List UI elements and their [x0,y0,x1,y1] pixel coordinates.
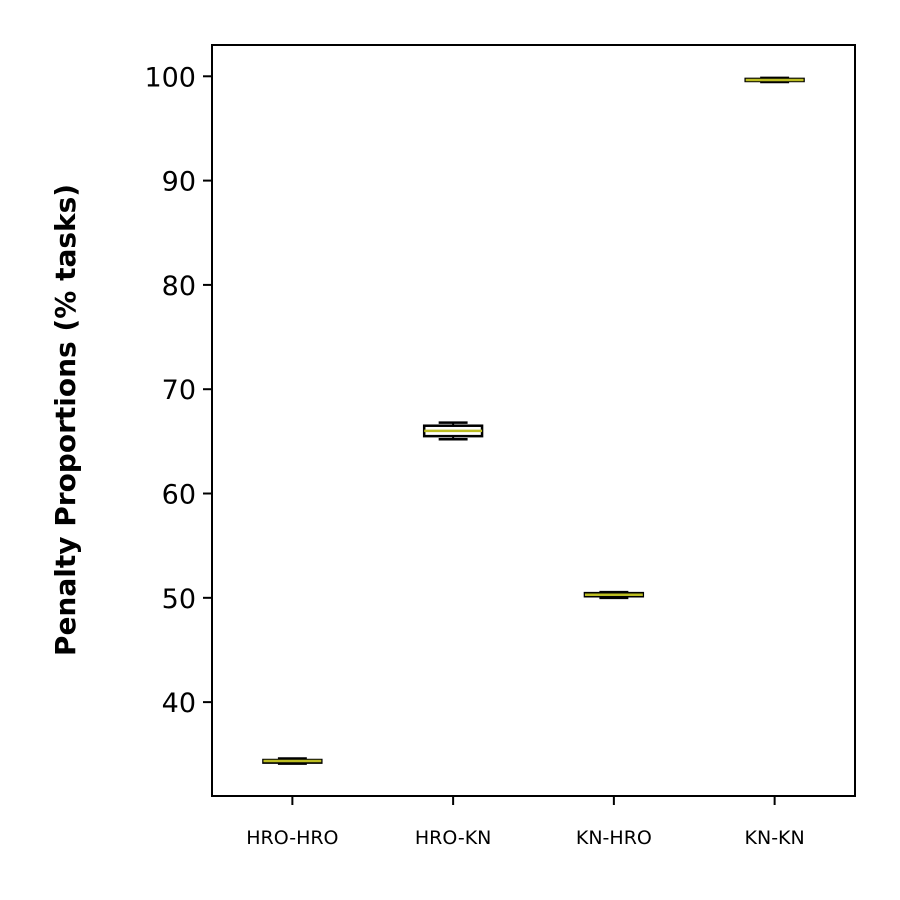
y-axis-label: Penalty Proportions (% tasks) [49,184,82,656]
x-axis: HRO-HRO HRO-KN KN-HRO KN-KN [246,796,805,849]
box-hro-kn [422,421,484,441]
y-tick-label: 90 [162,167,196,198]
y-tick-label: 50 [162,584,196,615]
y-tick-label: 40 [162,688,196,719]
y-tick-label: 60 [162,480,196,511]
plot-area [211,44,856,797]
x-tick-label: KN-KN [745,827,805,849]
box-kn-kn [744,76,805,84]
box-hro-hro [262,757,323,765]
boxes-layer [262,76,805,765]
y-tick-label: 80 [162,271,196,302]
y-tick-label: 100 [144,62,196,93]
box-kn-hro [583,590,645,600]
x-tick-label: KN-HRO [576,827,652,849]
x-tick-label: HRO-HRO [246,827,338,849]
y-axis: 40 50 60 70 80 90 100 [144,62,212,719]
y-tick-label: 70 [162,375,196,406]
x-tick-label: HRO-KN [415,827,492,849]
